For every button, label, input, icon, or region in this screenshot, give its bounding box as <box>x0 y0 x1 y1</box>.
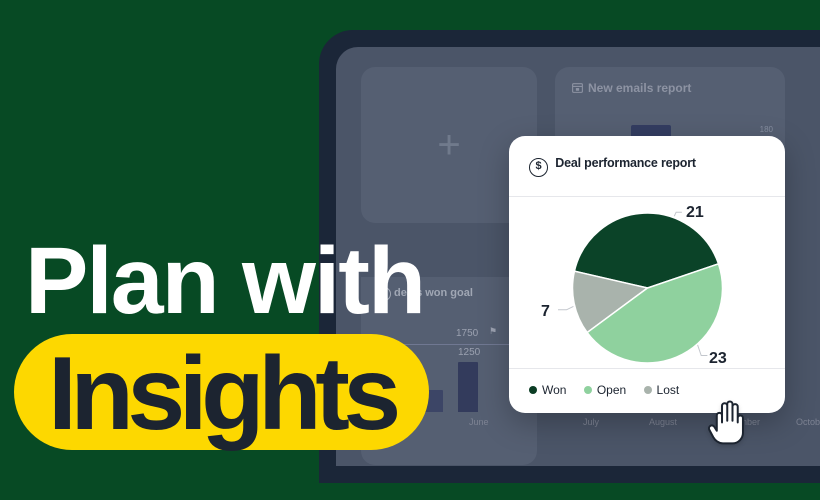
svg-text:21: 21 <box>686 204 704 221</box>
svg-text:23: 23 <box>709 350 727 367</box>
svg-text:7: 7 <box>541 303 550 320</box>
